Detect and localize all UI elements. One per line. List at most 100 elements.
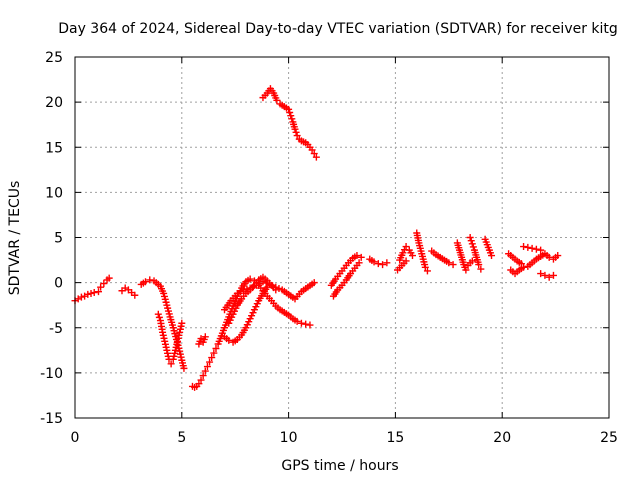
- series-arc-b: [94, 274, 113, 296]
- data-point: [195, 380, 203, 388]
- data-point: [532, 245, 540, 253]
- data-point: [402, 257, 410, 265]
- series-arc-l: [327, 252, 365, 289]
- data-point: [84, 290, 92, 298]
- data-point: [423, 267, 431, 275]
- y-tick-label: 5: [54, 231, 63, 247]
- series-arc-z: [524, 250, 562, 270]
- data-point: [466, 234, 474, 241]
- data-point: [449, 261, 457, 269]
- x-axis-label: GPS time / hours: [281, 458, 398, 474]
- data-point: [87, 289, 95, 297]
- axis-ticks: 0 5 10 15 20 25 -15 -10 -5 0 5 10 15 20 25: [40, 50, 618, 446]
- x-tick-label: 0: [71, 430, 80, 446]
- grid: [75, 57, 609, 418]
- series-arc-e: [154, 310, 186, 368]
- series-arc-p: [394, 257, 410, 274]
- data-point: [292, 128, 300, 136]
- y-tick-label: 15: [45, 140, 63, 156]
- data-point: [545, 273, 553, 281]
- data-point: [528, 244, 536, 252]
- y-axis-label: SDTVAR / TECUs: [7, 181, 23, 296]
- series-arc-m: [329, 259, 363, 300]
- data-point: [180, 364, 188, 372]
- series-arc-v: [481, 235, 496, 260]
- x-tick-label: 20: [493, 430, 511, 446]
- data-points: [71, 85, 562, 391]
- series-arc-j: [225, 273, 280, 327]
- y-tick-label: 25: [45, 50, 63, 66]
- y-tick-label: 10: [45, 185, 63, 201]
- data-point: [201, 367, 209, 375]
- data-point: [293, 317, 301, 325]
- chart-title: Day 364 of 2024, Sidereal Day-to-day VTE…: [58, 21, 618, 37]
- data-point: [240, 286, 248, 294]
- data-point: [383, 259, 391, 267]
- data-point: [197, 335, 205, 343]
- data-point: [468, 257, 476, 265]
- data-point: [408, 252, 416, 260]
- data-point: [357, 253, 365, 261]
- data-point: [469, 243, 477, 251]
- data-point: [201, 333, 209, 341]
- data-point: [94, 288, 102, 296]
- data-point: [545, 253, 553, 261]
- data-point: [225, 336, 233, 344]
- data-point: [203, 363, 211, 371]
- data-point: [273, 96, 281, 104]
- series-arc-x: [507, 263, 528, 278]
- data-point: [467, 237, 475, 245]
- series-arc-u: [466, 234, 485, 273]
- data-point: [272, 286, 280, 294]
- data-point: [285, 105, 293, 113]
- data-point: [212, 345, 220, 353]
- data-point: [462, 266, 470, 274]
- data-point: [374, 260, 382, 268]
- data-point: [155, 313, 163, 321]
- data-point: [210, 349, 218, 357]
- series-arc-n: [366, 255, 391, 269]
- data-point: [141, 278, 149, 286]
- y-tick-label: -5: [49, 321, 63, 337]
- x-tick-label: 10: [280, 430, 298, 446]
- data-point: [421, 263, 429, 271]
- data-point: [154, 310, 162, 318]
- data-point: [312, 153, 320, 161]
- data-point: [167, 360, 175, 368]
- data-point: [520, 243, 528, 251]
- data-point: [249, 283, 257, 291]
- x-tick-label: 15: [386, 430, 404, 446]
- series-arc-c: [118, 284, 139, 299]
- data-point: [370, 258, 378, 266]
- data-point: [355, 259, 363, 267]
- x-tick-label: 25: [600, 430, 618, 446]
- data-point: [353, 252, 361, 260]
- data-point: [246, 275, 254, 283]
- data-point: [275, 284, 283, 292]
- data-point: [90, 289, 98, 297]
- data-point: [488, 252, 496, 260]
- data-point: [197, 376, 205, 384]
- data-point: [308, 146, 316, 154]
- data-point: [477, 265, 485, 273]
- y-tick-label: 0: [54, 276, 63, 292]
- data-point: [379, 261, 387, 269]
- data-point: [468, 240, 476, 248]
- y-tick-label: 20: [45, 95, 63, 111]
- data-point: [402, 243, 410, 251]
- data-point: [297, 319, 305, 327]
- series-arc-s: [453, 239, 470, 274]
- data-point: [288, 115, 296, 123]
- y-tick-label: -15: [40, 411, 63, 427]
- data-point: [77, 293, 85, 301]
- series-arc-k: [259, 85, 320, 161]
- data-point: [399, 249, 407, 257]
- series-arc-w: [505, 250, 525, 268]
- data-point: [105, 274, 113, 282]
- series-arc-d: [137, 276, 188, 372]
- data-point: [445, 259, 453, 267]
- data-point: [178, 319, 186, 327]
- series-arc-t: [464, 257, 476, 269]
- data-point: [302, 320, 310, 328]
